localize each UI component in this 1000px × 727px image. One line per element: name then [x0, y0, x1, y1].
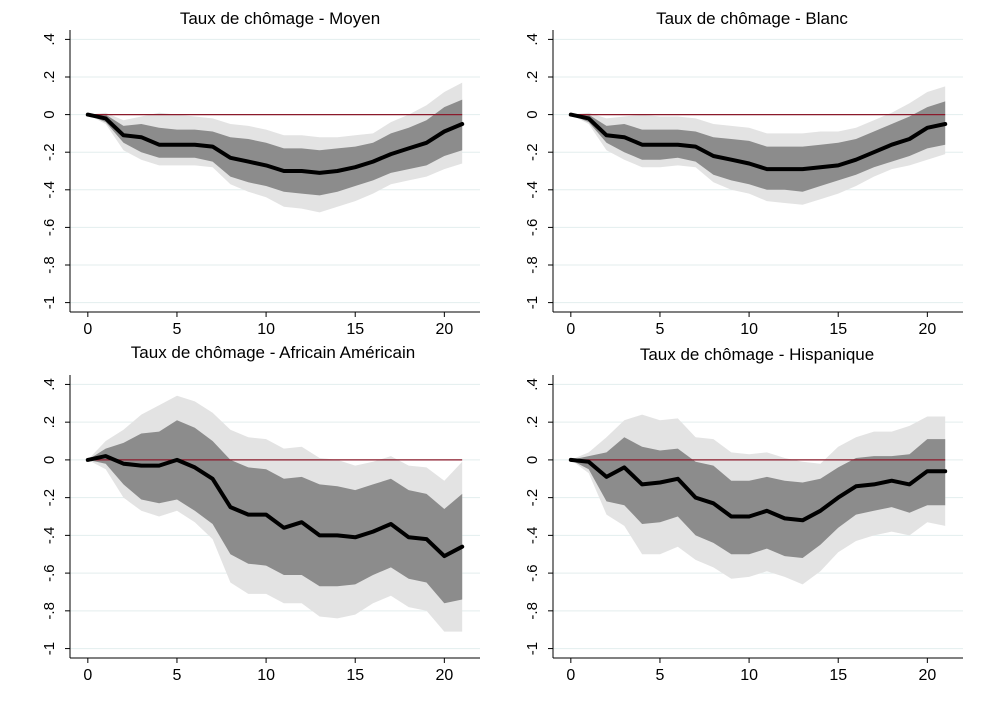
- y-tick-label: .4: [524, 378, 541, 391]
- y-tick-label: -.2: [524, 143, 541, 161]
- confidence-band-inner: [87, 420, 463, 604]
- chart-title: Taux de chômage - Moyen: [180, 9, 380, 28]
- y-tick-label: -.2: [524, 489, 541, 507]
- x-tick-label: 10: [740, 321, 758, 338]
- y-tick-label: -1: [41, 296, 58, 309]
- y-tick-label: -.8: [41, 256, 58, 274]
- x-tick-label: 10: [257, 321, 275, 338]
- y-tick-label: .2: [41, 416, 58, 429]
- chart-title: Taux de chômage - Africain Américain: [131, 343, 415, 362]
- y-tick-label: -.4: [41, 181, 58, 199]
- chart-panel-4: .4 .2 0 -.2 -.4 -.6 -.8 -1 0 5 10 15 20 Taux de chôma…: [524, 345, 963, 684]
- x-tick-label: 0: [83, 667, 92, 684]
- y-tick-label: -1: [41, 642, 58, 655]
- confidence-band-inner: [570, 101, 946, 192]
- y-tick-label: .4: [41, 378, 58, 391]
- x-tick-label: 15: [829, 667, 847, 684]
- x-tick-label: 20: [435, 667, 453, 684]
- chart-title: Taux de chômage - Hispanique: [640, 345, 874, 364]
- x-tick-label: 5: [656, 667, 665, 684]
- x-tick-label: 15: [346, 321, 364, 338]
- y-tick-label: .4: [41, 33, 58, 46]
- y-tick-label: .2: [524, 71, 541, 84]
- x-tick-label: 5: [173, 667, 182, 684]
- confidence-band-inner: [87, 99, 463, 196]
- y-tick-label: -.6: [41, 564, 58, 582]
- y-tick-label: .2: [524, 416, 541, 429]
- estimate-line: [85, 112, 465, 175]
- y-tick-label: -.8: [524, 256, 541, 274]
- y-tick-label: -.4: [524, 527, 541, 545]
- y-tick-label: 0: [524, 456, 541, 464]
- chart-panel-3: .4 .2 0 -.2 -.4 -.6 -.8 -1 0 5 10 15 20 Taux de chôma…: [41, 343, 480, 684]
- y-tick-label: -1: [524, 296, 541, 309]
- y-tick-label: -.2: [41, 489, 58, 507]
- y-tick-label: -.4: [41, 527, 58, 545]
- y-tick-label: -.6: [41, 219, 58, 237]
- estimate-line: [85, 454, 465, 559]
- x-tick-label: 0: [566, 321, 575, 338]
- y-tick-label: -.6: [524, 564, 541, 582]
- y-tick-label: 0: [524, 110, 541, 118]
- y-tick-label: -.4: [524, 181, 541, 199]
- x-tick-label: 15: [346, 667, 364, 684]
- y-tick-label: .2: [41, 71, 58, 84]
- chart-panel-2: .4 .2 0 -.2 -.4 -.6 -.8 -1 0 5 10 15 20 Taux de chôma…: [524, 9, 963, 338]
- estimate-line: [568, 112, 948, 172]
- y-tick-label: -1: [524, 642, 541, 655]
- y-tick-label: -.6: [524, 219, 541, 237]
- x-tick-label: 5: [173, 321, 182, 338]
- y-tick-label: 0: [41, 110, 58, 118]
- y-tick-label: -.8: [41, 602, 58, 620]
- x-tick-label: 15: [829, 321, 847, 338]
- x-tick-label: 10: [257, 667, 275, 684]
- y-tick-label: -.2: [41, 143, 58, 161]
- chart-title: Taux de chômage - Blanc: [656, 9, 848, 28]
- x-tick-label: 5: [656, 321, 665, 338]
- y-tick-label: 0: [41, 456, 58, 464]
- y-tick-label: .4: [524, 33, 541, 46]
- chart-panel-1: .4 .2 0 -.2 -.4 -.6 -.8 -1 0 5 10 15 20 Taux de chôma…: [41, 9, 480, 338]
- estimate-line: [568, 457, 948, 523]
- confidence-band-inner: [570, 437, 946, 558]
- x-tick-label: 20: [435, 321, 453, 338]
- x-tick-label: 10: [740, 667, 758, 684]
- x-tick-label: 0: [83, 321, 92, 338]
- y-tick-label: -.8: [524, 602, 541, 620]
- x-tick-label: 0: [566, 667, 575, 684]
- x-tick-label: 20: [918, 321, 936, 338]
- x-tick-label: 20: [918, 667, 936, 684]
